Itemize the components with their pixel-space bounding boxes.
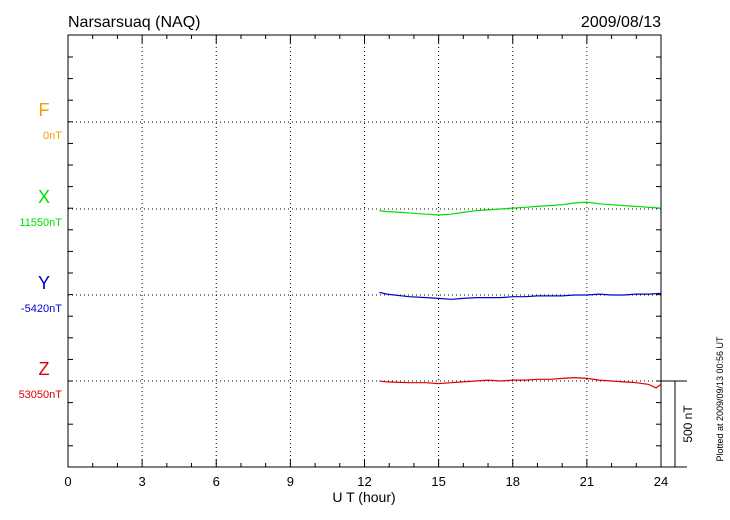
x-tick-label: 12 — [357, 474, 371, 489]
series-line-y — [379, 291, 662, 300]
plotted-note: Plotted at 2009/09/13 00:56 UT — [715, 336, 725, 462]
chart-date: 2009/08/13 — [581, 14, 661, 31]
series-baseline-z: 53050nT — [19, 389, 63, 401]
x-tick-label: 3 — [139, 474, 146, 489]
chart-title: Narsarsuaq (NAQ) — [68, 14, 200, 31]
series-name-y: Y — [38, 273, 50, 293]
series-baseline-f: 0nT — [43, 130, 62, 142]
series-baseline-x: 11550nT — [19, 217, 62, 229]
series-lines — [379, 201, 662, 389]
x-tick-label: 6 — [213, 474, 220, 489]
series-name-x: X — [38, 187, 50, 207]
x-tick-label: 9 — [287, 474, 294, 489]
x-tick-label: 24 — [654, 474, 668, 489]
x-tick-label: 18 — [506, 474, 520, 489]
x-tick-label: 15 — [431, 474, 445, 489]
grid — [68, 35, 661, 467]
x-axis-ticks: 0 3 6 9 12 15 18 21 24 — [64, 35, 668, 489]
scale-bar-label: 500 nT — [681, 405, 695, 443]
series-name-f: F — [39, 100, 50, 120]
series-line-z — [379, 376, 662, 389]
scale-bar: 500 nT — [661, 380, 695, 468]
series-baseline-y: -5420nT — [21, 303, 62, 315]
series-labels: F 0nT X 11550nT Y -5420nT Z 53050nT — [19, 100, 63, 401]
series-line-x — [379, 201, 662, 216]
x-tick-label: 0 — [64, 474, 71, 489]
x-tick-label: 21 — [580, 474, 594, 489]
x-axis-label: U T (hour) — [332, 489, 395, 505]
series-name-z: Z — [39, 359, 50, 379]
